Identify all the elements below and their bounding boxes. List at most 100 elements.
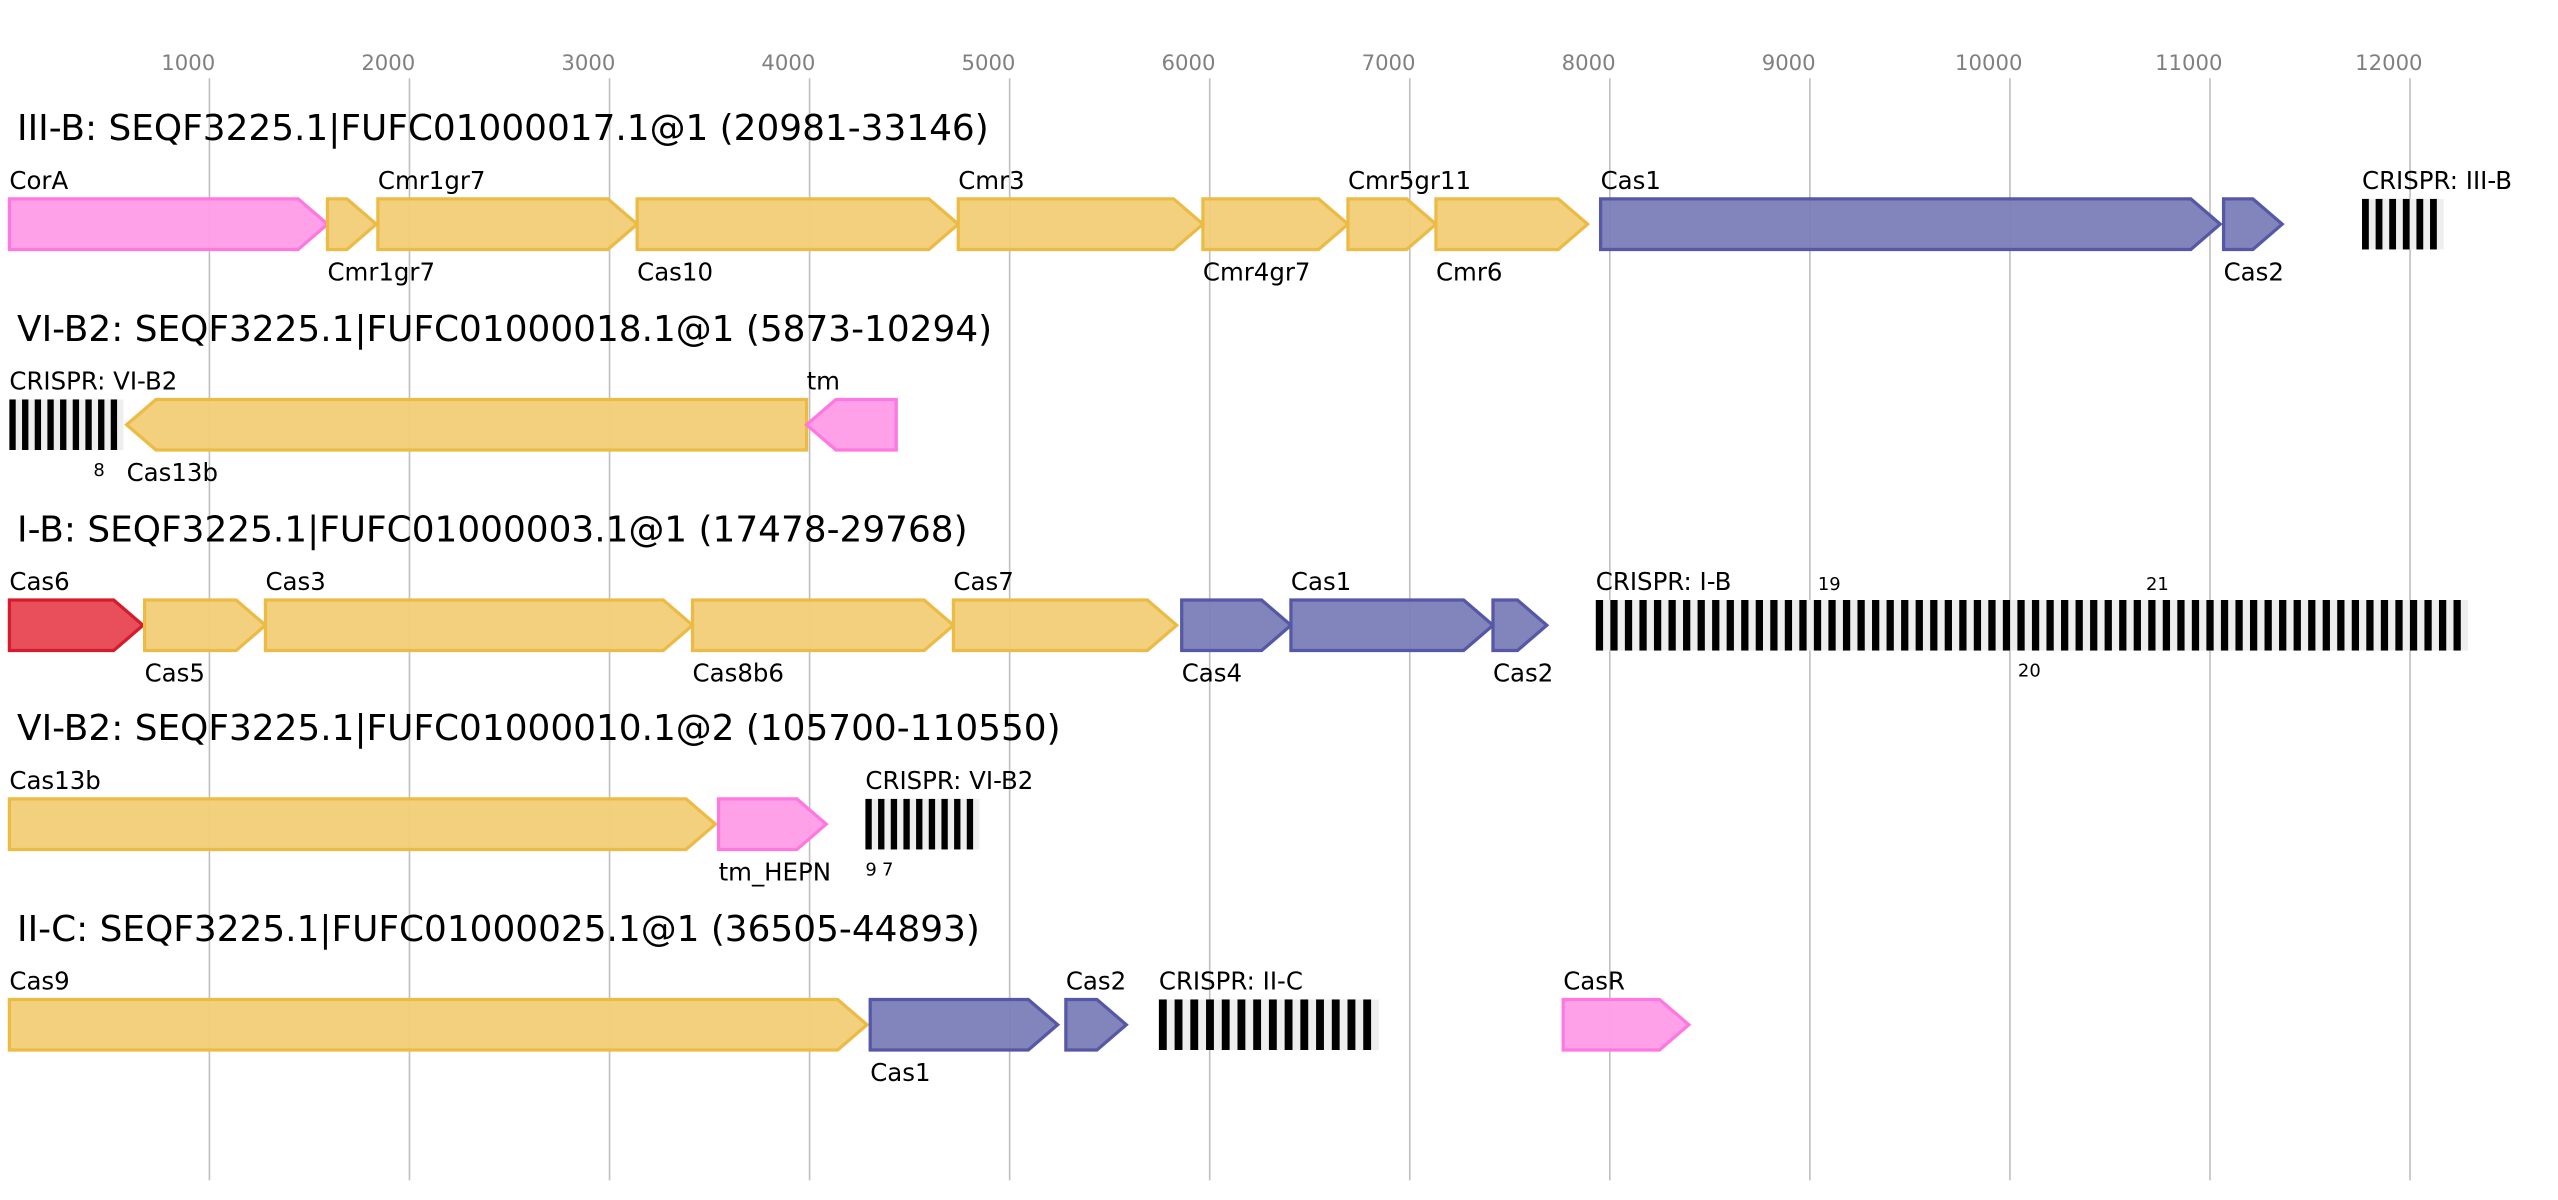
crispr-repeat [2308,600,2316,651]
gene-arrow-cas4[interactable] [1180,598,1294,653]
crispr-label: CRISPR: I-B [1596,567,1732,596]
crispr-repeat [2362,198,2369,250]
crispr-repeat [1347,999,1356,1050]
crispr-repeat [1653,600,1662,651]
crispr-repeat [1624,600,1633,651]
gene-arrow-cas5[interactable] [142,598,268,653]
crispr-repeat [72,399,80,450]
locus-row: III-B: SEQF3225.1|FUFC01000017.1@1 (2098… [7,108,2512,286]
gene-arrow-cmr4gr7[interactable] [1201,197,1351,252]
gene-arrow-cas1[interactable] [1598,197,2223,252]
crispr-spacer-count: 19 [1818,574,1841,595]
crispr-repeat [34,399,42,450]
gene-arrow-cas1[interactable] [1289,598,1496,653]
locus-row: VI-B2: SEQF3225.1|FUFC01000010.1@2 (1057… [7,708,1061,886]
gene-label: Cmr3 [958,166,1024,195]
crispr-repeat [2402,198,2410,250]
crispr-spacer-count: 9 [865,860,876,881]
loci: III-B: SEQF3225.1|FUFC01000017.1@1 (2098… [7,108,2512,1087]
gene-arrow-cmr1gr7[interactable] [376,197,640,252]
crispr-repeat [1206,999,1214,1050]
gene-label: Cas3 [265,567,325,596]
crispr-repeat [1363,999,1372,1050]
crispr-repeat [941,798,948,850]
crispr-repeat [1784,600,1793,651]
axis-tick-label: 3000 [561,50,615,75]
gene-arrow-cas13b[interactable] [7,797,718,852]
crispr-repeat [2046,600,2054,651]
axis-tick-label: 8000 [1562,50,1616,75]
gene-arrow-cmr3[interactable] [956,197,1206,252]
axis-tick-label: 9000 [1762,50,1816,75]
crispr-repeat [890,798,898,850]
crispr-repeat [2351,600,2360,651]
gene-label: Cmr1gr7 [327,257,435,286]
gene-label: Cas2 [1493,659,1553,688]
crispr-repeat [1842,600,1851,651]
crispr-repeat [1872,600,1880,651]
gene-label: Cmr5gr11 [1348,166,1471,195]
gene-label: Cas5 [145,659,205,688]
gene-arrow-cmr5gr11[interactable] [1346,197,1439,252]
gene-arrow-cas2[interactable] [2221,197,2285,252]
crispr-repeat [1973,600,1982,651]
gene-arrow-cas2[interactable] [1064,997,1129,1052]
crispr-repeat [60,399,67,450]
locus-title: VI-B2: SEQF3225.1|FUFC01000018.1@1 (5873… [17,309,992,350]
gene-arrow-cas9[interactable] [7,997,870,1052]
gene-arrow-cas3[interactable] [263,598,696,653]
gene-arrow-tm[interactable] [804,397,898,452]
crispr-array[interactable] [9,399,124,450]
crispr-repeat [2430,198,2437,250]
crispr-repeat [2424,600,2432,651]
crispr-repeat [928,798,936,850]
crispr-repeat [1741,600,1749,651]
crispr-repeat [1237,999,1246,1050]
axis-tick-label: 11000 [2155,50,2222,75]
crispr-repeat [1915,600,1923,651]
gene-arrow-cas13b[interactable] [124,397,809,452]
crispr-repeat [916,798,923,850]
crispr-repeat [1639,600,1647,651]
crispr-repeat [2061,600,2069,651]
crispr-repeat [1712,600,1720,651]
gene-label: Cas10 [637,257,713,286]
crispr-repeat [954,798,961,850]
gene-arrow-cora[interactable] [7,197,330,252]
crispr-repeat [2395,600,2403,651]
gene-arrow-casr[interactable] [1561,997,1692,1052]
crispr-repeat [2119,600,2127,651]
gene-arrow-cas2[interactable] [1491,598,1550,653]
axis-tick-label: 2000 [361,50,415,75]
gene-arrow-cmr1gr7[interactable] [325,197,379,252]
gene-arrow-cas1[interactable] [868,997,1061,1052]
crispr-repeat [2409,600,2418,651]
gene-label: Cas4 [1182,659,1242,688]
gene-arrow-cas6[interactable] [7,598,146,653]
crispr-repeat [1697,600,1705,651]
crispr-repeat [2191,600,2200,651]
gene-arrow-cas10[interactable] [635,197,961,252]
gene-arrow-cmr6[interactable] [1434,197,1591,252]
gene-arrow-tm_hepn[interactable] [716,797,829,852]
gene-label: Cmr6 [1436,257,1502,286]
crispr-repeat [1755,600,1763,651]
crispr-label: CRISPR: II-C [1159,967,1303,996]
gene-label: Cas13b [9,766,100,795]
axis-tick-label: 5000 [961,50,1015,75]
crispr-repeat [2162,600,2171,651]
crispr-repeat [1944,600,1952,651]
axis-tick-label: 12000 [2355,50,2422,75]
crispr-repeat [1930,600,1938,651]
crispr-repeat [2337,600,2345,651]
gene-arrow-cas7[interactable] [951,598,1180,653]
gene-label: tm_HEPN [719,857,831,886]
crispr-repeat [1857,600,1865,651]
gene-label: Cas2 [2224,257,2284,286]
gene-arrow-cas8b6[interactable] [690,598,956,653]
locus-row: II-C: SEQF3225.1|FUFC01000025.1@1 (36505… [7,909,1692,1087]
crispr-repeat [2249,600,2258,651]
crispr-repeat [966,798,974,850]
crispr-repeat [1221,999,1230,1050]
